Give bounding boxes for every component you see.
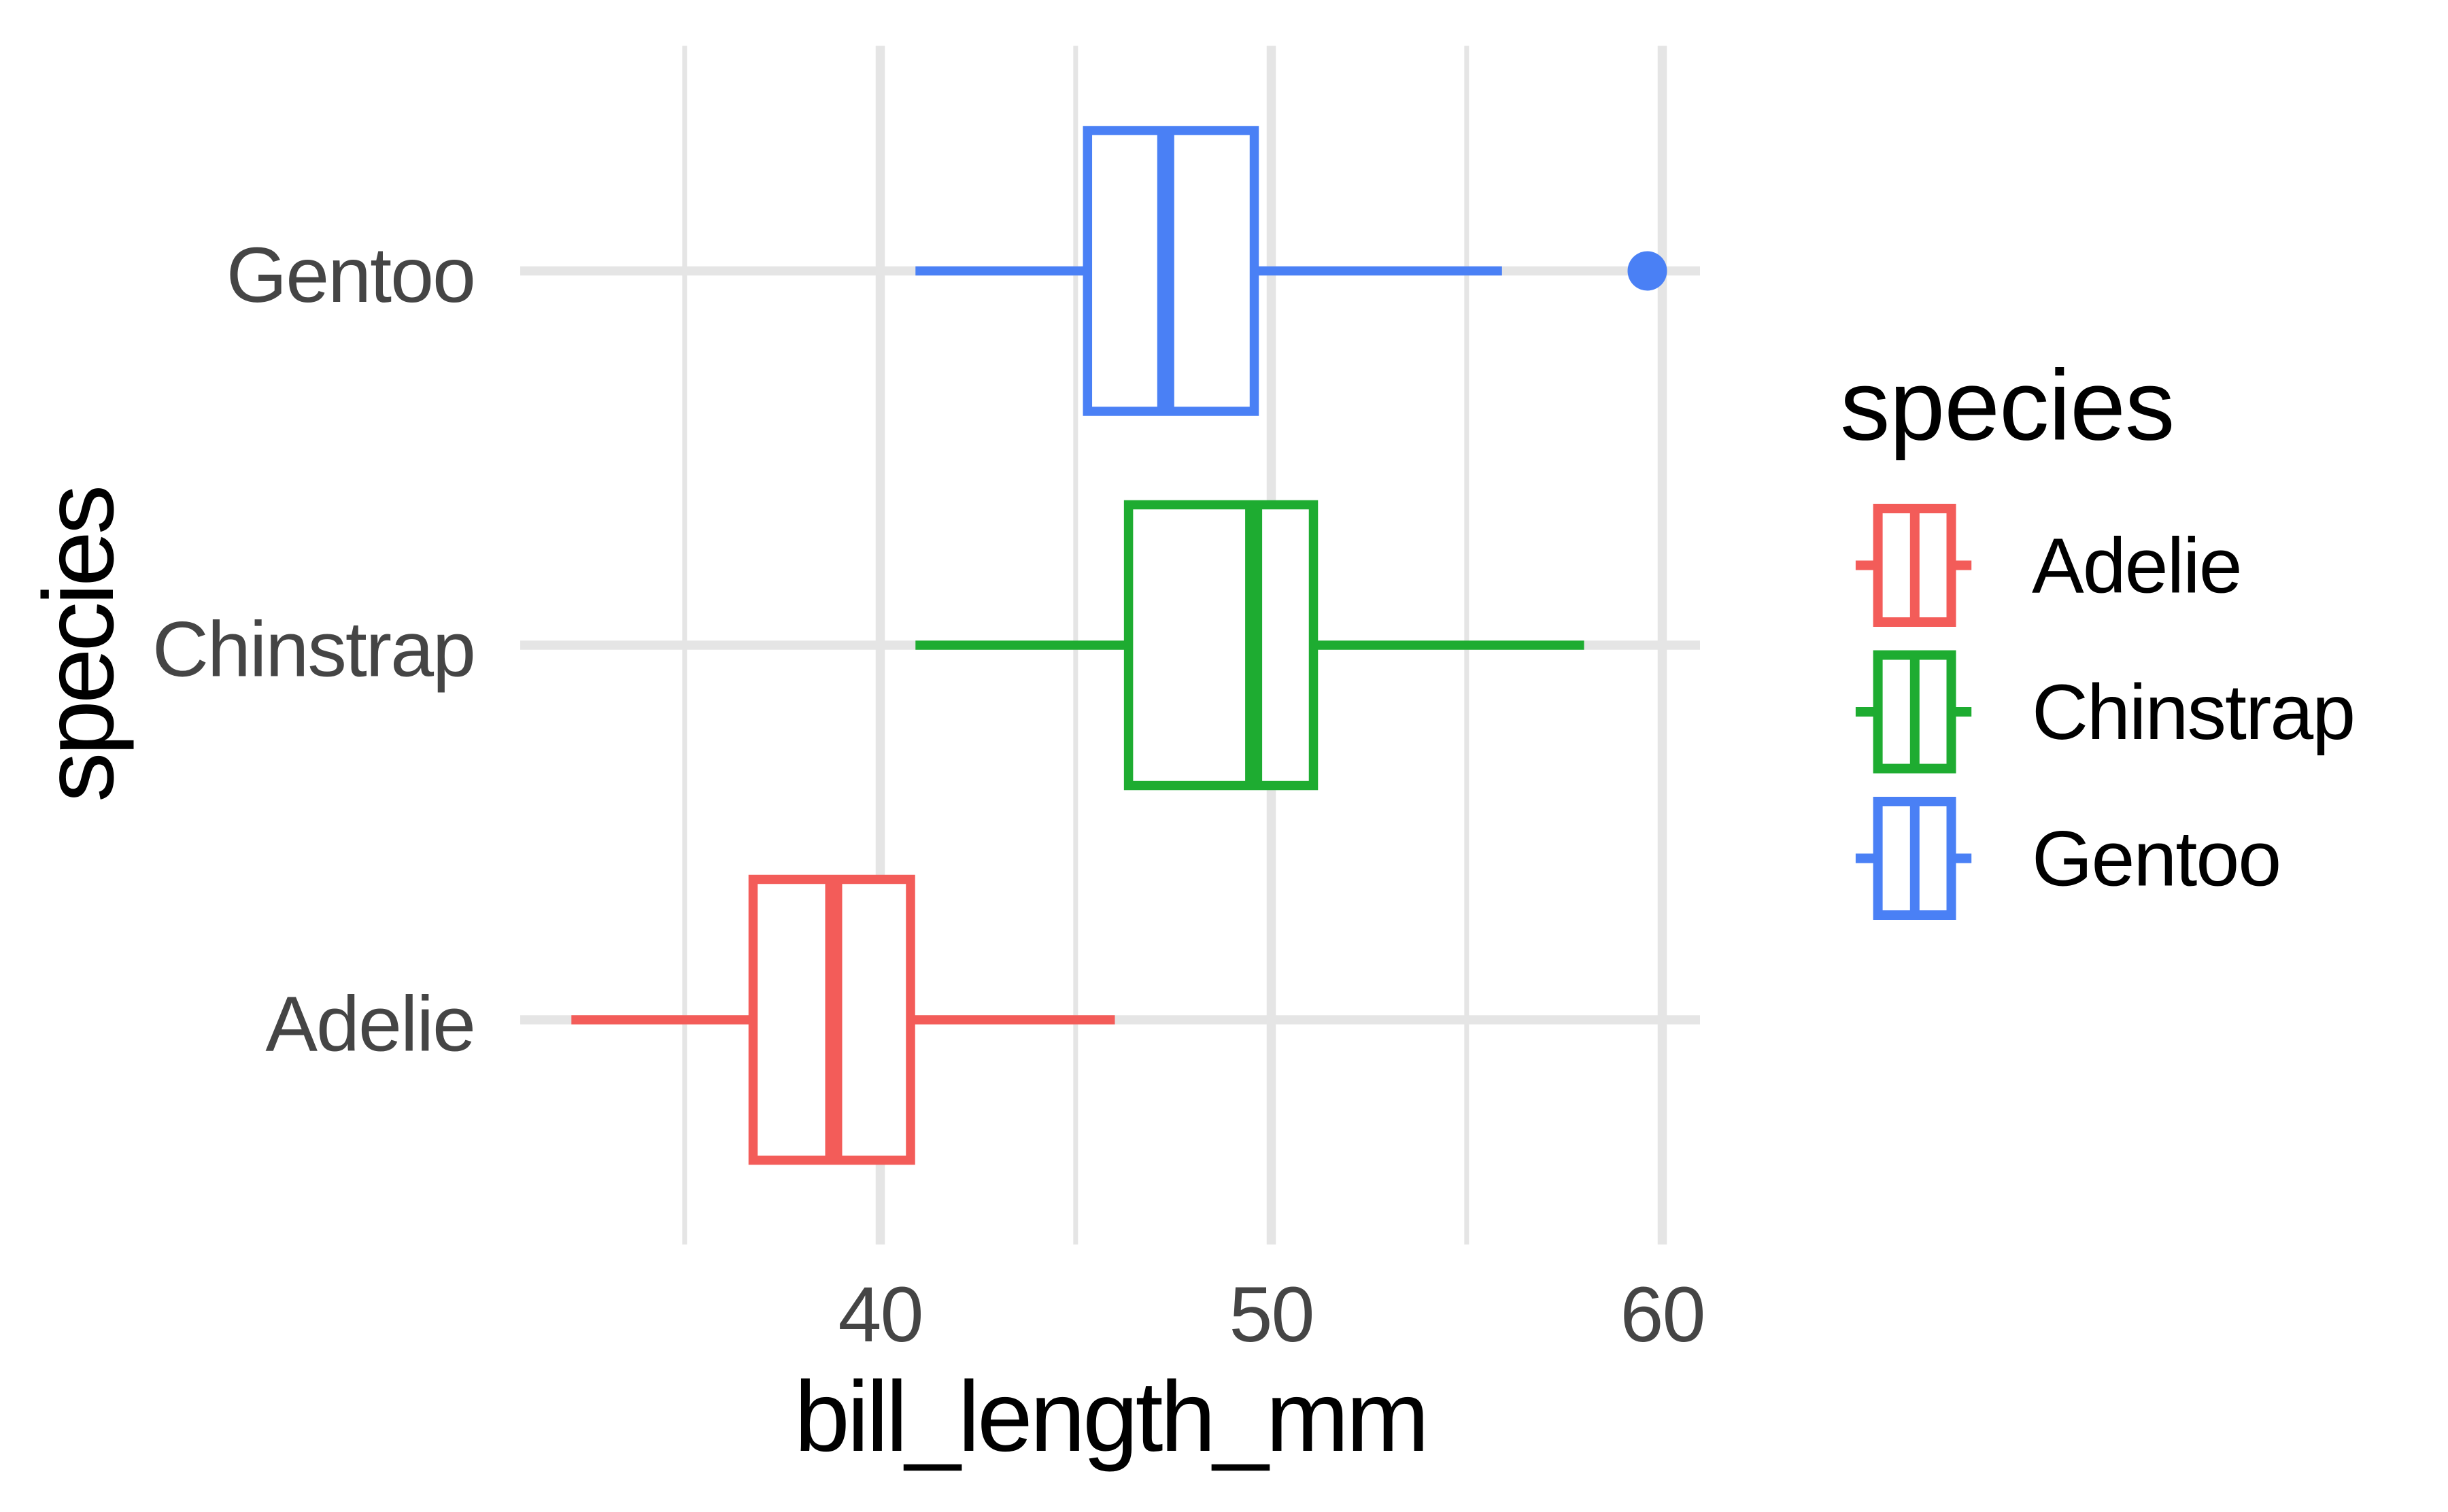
svg-text:bill_length_mm: bill_length_mm	[794, 1361, 1427, 1473]
svg-text:Gentoo: Gentoo	[226, 232, 475, 319]
svg-text:Adelie: Adelie	[265, 981, 475, 1068]
svg-text:Chinstrap: Chinstrap	[2032, 669, 2354, 756]
svg-text:species: species	[1840, 350, 2174, 462]
svg-text:60: 60	[1620, 1271, 1705, 1358]
svg-text:species: species	[23, 487, 135, 802]
svg-text:Chinstrap: Chinstrap	[152, 606, 475, 693]
svg-text:Adelie: Adelie	[2032, 523, 2241, 610]
svg-text:Gentoo: Gentoo	[2032, 816, 2280, 903]
svg-text:50: 50	[1229, 1271, 1314, 1358]
svg-text:40: 40	[838, 1271, 923, 1358]
